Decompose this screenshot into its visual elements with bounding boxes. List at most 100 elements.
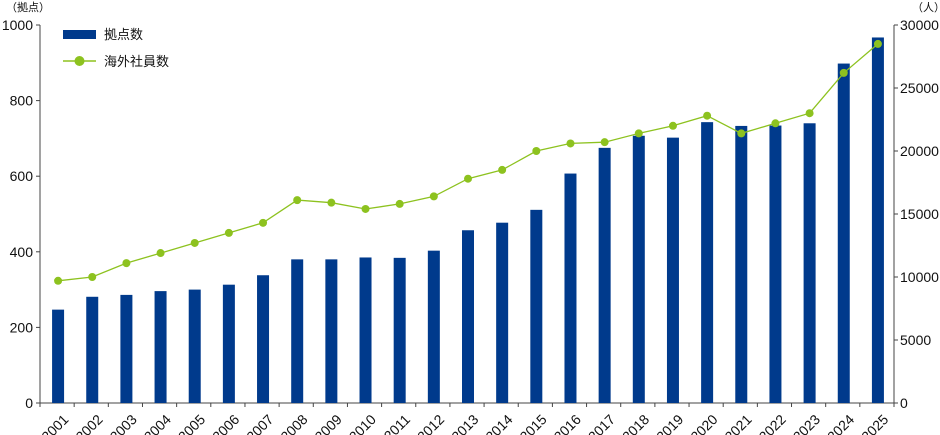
bar-2008 [291, 259, 304, 403]
x-tick-label: 2014 [482, 411, 515, 435]
x-tick-label: 2021 [721, 411, 754, 435]
bar-2023 [803, 123, 816, 403]
point-2018 [634, 129, 643, 138]
bar-2014 [496, 222, 509, 403]
x-tick-label: 2016 [551, 411, 584, 435]
bar-2003 [120, 294, 133, 403]
bar-2005 [188, 289, 201, 403]
bar-2016 [564, 173, 577, 403]
right-axis-unit: （人） [912, 1, 940, 14]
left-tick-label: 400 [10, 244, 34, 260]
point-2006 [224, 228, 233, 237]
left-tick-label: 600 [10, 168, 34, 184]
point-2017 [600, 138, 609, 147]
point-2012 [429, 192, 438, 201]
x-tick-label: 2020 [687, 411, 720, 435]
bar-series [52, 37, 884, 404]
legend: 拠点数 海外社員数 [63, 28, 169, 70]
right-tick-label: 30000 [900, 17, 939, 33]
x-tick-label: 2004 [141, 411, 174, 435]
right-tick-label: 20000 [900, 143, 939, 159]
point-2024 [839, 68, 848, 77]
x-tick-label: 2008 [277, 411, 310, 435]
x-tick-label: 2009 [311, 411, 344, 435]
legend-label-bases: 拠点数 [104, 28, 143, 43]
x-tick-label: 2025 [858, 411, 891, 435]
left-tick-label: 800 [10, 93, 34, 109]
point-2022 [771, 119, 780, 128]
point-2011 [395, 199, 404, 208]
point-2025 [873, 39, 882, 48]
x-tick-label: 2013 [448, 411, 481, 435]
bar-2009 [325, 259, 338, 403]
bar-2015 [530, 209, 543, 403]
point-2009 [327, 198, 336, 207]
x-tick-label: 2019 [653, 411, 686, 435]
x-tick-label: 2003 [107, 411, 140, 435]
bar-2022 [769, 125, 782, 403]
point-2007 [259, 218, 268, 227]
x-tick-label: 2001 [38, 411, 71, 435]
point-2008 [293, 196, 302, 205]
x-tick-label: 2023 [790, 411, 823, 435]
x-tick-label: 2005 [175, 411, 208, 435]
legend-label-employees: 海外社員数 [104, 54, 169, 70]
point-2002 [88, 273, 97, 281]
bar-2019 [666, 137, 679, 404]
bar-2017 [598, 147, 611, 403]
x-tick-labels: 2001 2002 2003 2004 2005 2006 2007 2008 2009 2010… [38, 411, 891, 435]
bar-2018 [632, 135, 645, 403]
x-tick-label: 2006 [209, 411, 242, 435]
bar-2007 [257, 275, 270, 403]
point-2020 [703, 111, 712, 120]
x-tick-label: 2012 [414, 411, 447, 435]
axes: 0200400600800100005000100001500020000250… [2, 17, 939, 411]
left-tick-label: 1000 [2, 17, 33, 33]
point-2021 [737, 129, 746, 138]
point-2023 [805, 109, 814, 118]
bar-2004 [154, 291, 167, 403]
bar-2002 [86, 296, 99, 403]
x-tick-label: 2007 [243, 411, 276, 435]
bar-2025 [871, 37, 884, 403]
right-tick-label: 10000 [900, 269, 939, 285]
bar-2013 [462, 230, 474, 403]
point-2005 [190, 238, 199, 247]
right-tick-label: 0 [900, 395, 908, 411]
point-2015 [532, 147, 541, 155]
legend-line-marker [74, 56, 85, 66]
legend-bar-swatch [63, 30, 96, 39]
bar-2011 [393, 257, 406, 403]
x-tick-label: 2010 [346, 411, 379, 435]
x-tick-label: 2017 [585, 411, 618, 435]
point-2003 [122, 259, 131, 268]
bar-2012 [427, 250, 440, 403]
bar-2010 [359, 257, 372, 403]
left-tick-label: 200 [10, 319, 34, 335]
left-axis-unit: （拠点） [6, 1, 50, 14]
bar-2020 [701, 122, 714, 404]
left-tick-label: 0 [25, 395, 33, 411]
point-2014 [498, 165, 507, 174]
right-tick-label: 5000 [900, 332, 931, 348]
point-2010 [361, 204, 370, 213]
x-tick-label: 2018 [619, 411, 652, 435]
bar-2024 [837, 63, 850, 403]
right-tick-label: 25000 [900, 80, 939, 96]
bar-2006 [222, 284, 235, 403]
x-tick-label: 2024 [824, 411, 857, 435]
point-2016 [566, 139, 575, 148]
point-2019 [668, 121, 677, 130]
point-2001 [54, 276, 63, 285]
point-2013 [464, 174, 472, 183]
bar-2021 [735, 125, 748, 404]
x-tick-label: 2022 [756, 411, 789, 435]
bar-2001 [52, 309, 65, 403]
x-tick-label: 2002 [72, 411, 105, 435]
point-2004 [156, 249, 165, 258]
line-series [54, 39, 882, 285]
x-tick-label: 2015 [516, 411, 549, 435]
x-tick-label: 2011 [381, 411, 414, 435]
